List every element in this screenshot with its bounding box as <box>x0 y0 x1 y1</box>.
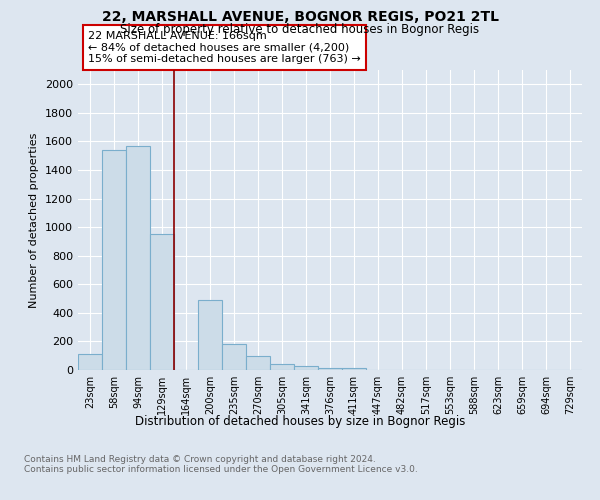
Text: Contains HM Land Registry data © Crown copyright and database right 2024.
Contai: Contains HM Land Registry data © Crown c… <box>24 455 418 474</box>
Text: Distribution of detached houses by size in Bognor Regis: Distribution of detached houses by size … <box>135 415 465 428</box>
Text: Size of property relative to detached houses in Bognor Regis: Size of property relative to detached ho… <box>121 22 479 36</box>
Bar <box>198 300 222 370</box>
Bar <box>126 146 150 370</box>
Y-axis label: Number of detached properties: Number of detached properties <box>29 132 40 308</box>
Bar <box>78 354 102 370</box>
Text: 22 MARSHALL AVENUE: 166sqm
← 84% of detached houses are smaller (4,200)
15% of s: 22 MARSHALL AVENUE: 166sqm ← 84% of deta… <box>88 31 361 64</box>
Bar <box>102 150 126 370</box>
Bar <box>318 368 342 370</box>
Bar <box>246 356 270 370</box>
Bar <box>342 368 366 370</box>
Text: 22, MARSHALL AVENUE, BOGNOR REGIS, PO21 2TL: 22, MARSHALL AVENUE, BOGNOR REGIS, PO21 … <box>101 10 499 24</box>
Bar <box>294 366 318 370</box>
Bar <box>222 344 246 370</box>
Bar <box>150 234 174 370</box>
Bar <box>270 364 294 370</box>
